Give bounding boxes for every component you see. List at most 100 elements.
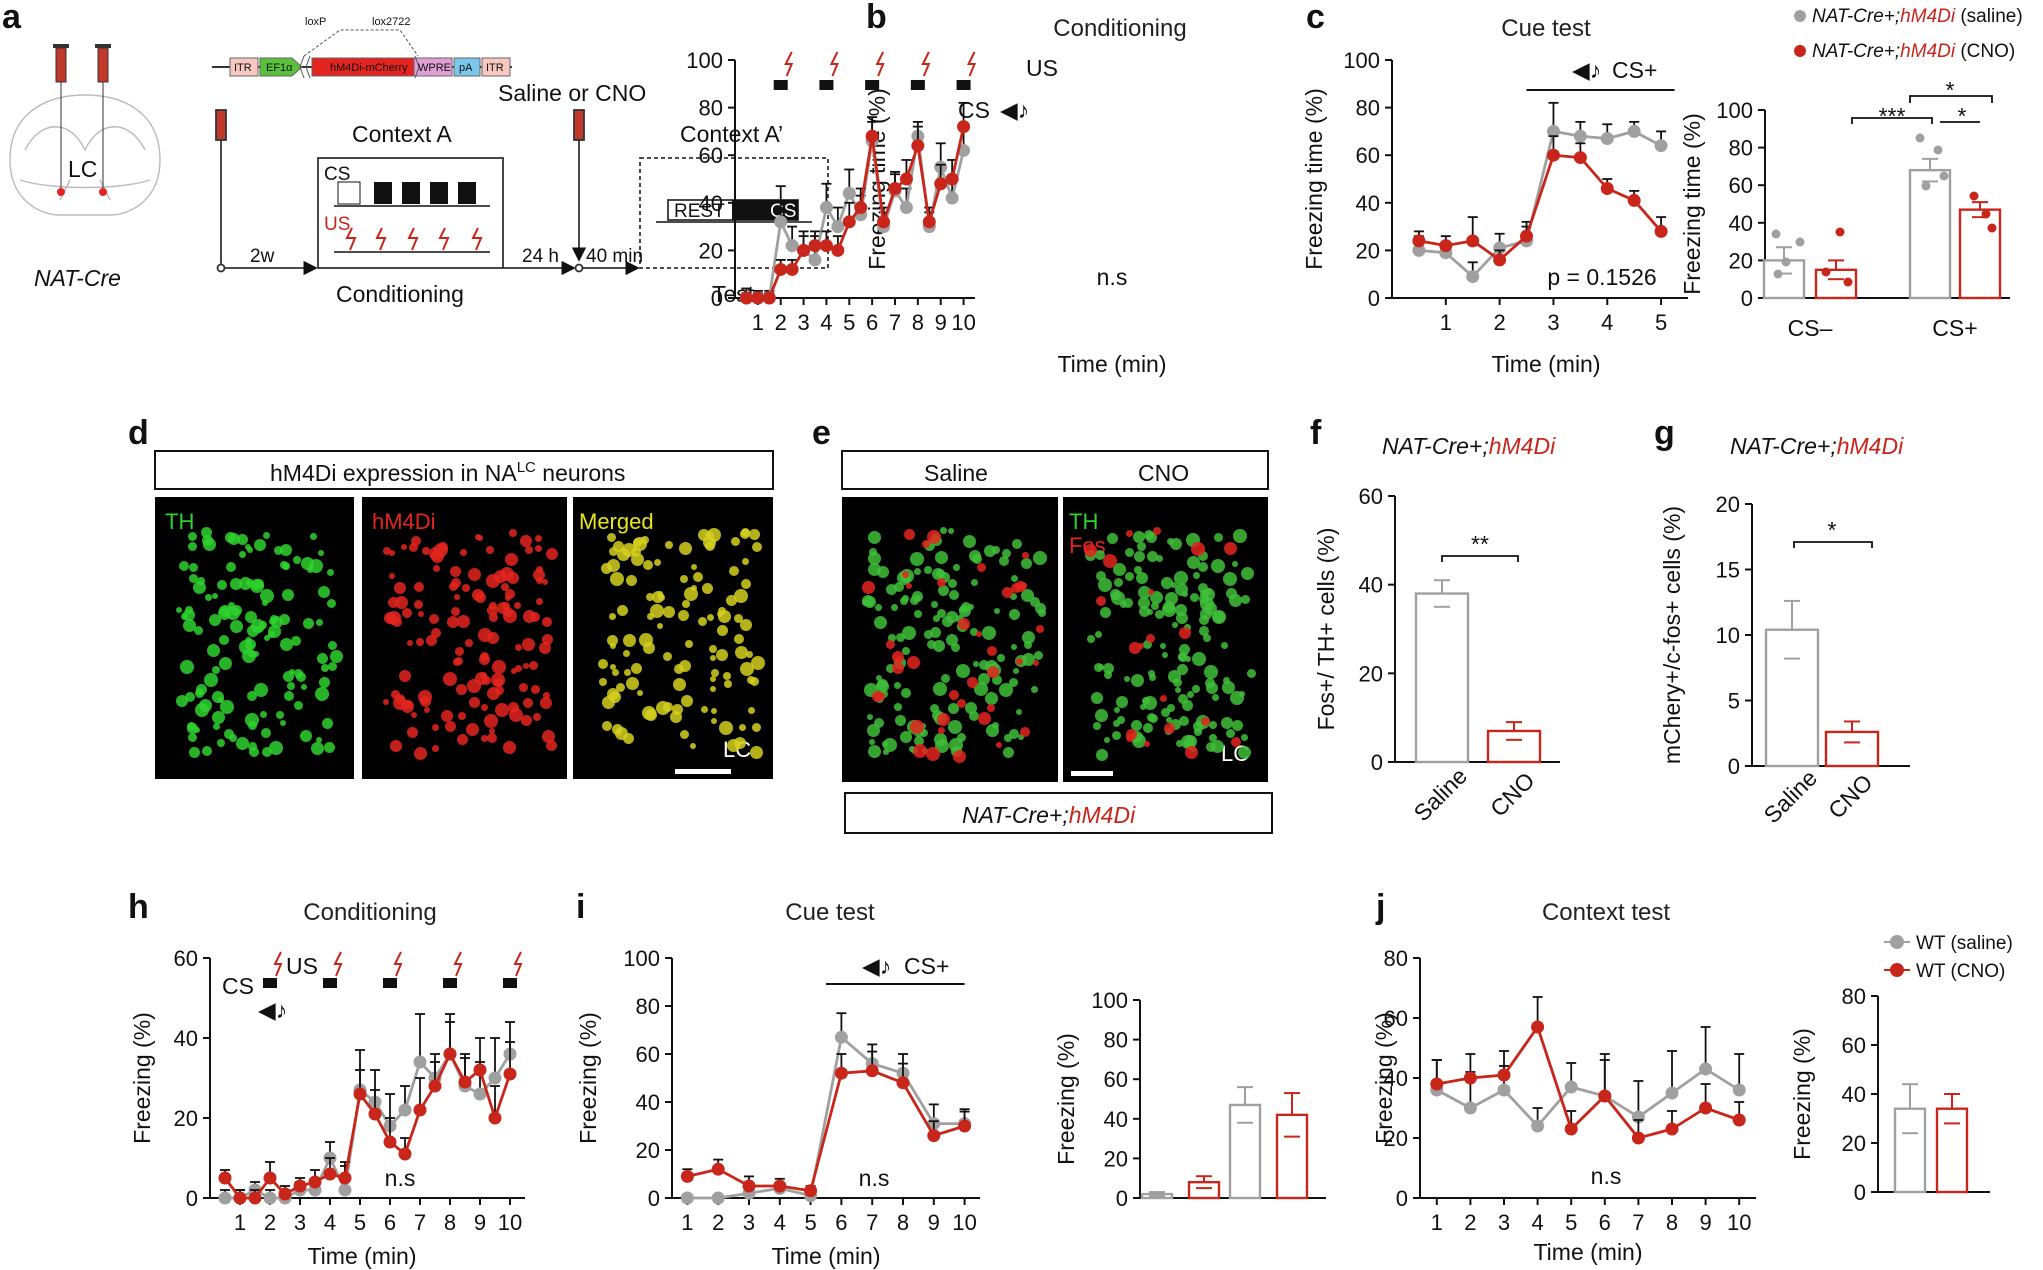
cell-blob xyxy=(891,661,904,674)
speaker-icon-i: ◀♪ xyxy=(862,953,891,979)
cell-blob xyxy=(1112,720,1120,728)
chart-title-b: Conditioning xyxy=(1053,15,1186,42)
cell-blob xyxy=(486,733,497,744)
cell-blob xyxy=(940,673,950,683)
cell-blob xyxy=(275,711,284,720)
cell-blob xyxy=(1191,541,1206,556)
cell-blob xyxy=(1086,634,1095,643)
cell-blob xyxy=(985,691,999,705)
cell-blob xyxy=(1123,676,1130,683)
cell-blob xyxy=(515,644,523,652)
cell-blob xyxy=(515,665,523,673)
cell-blob xyxy=(542,616,553,627)
cell-blob xyxy=(739,661,754,676)
context-a2-label: Context A’ xyxy=(680,121,783,147)
cell-blob xyxy=(486,546,495,555)
data-point-i-1 xyxy=(896,1076,910,1090)
cell-blob xyxy=(966,676,978,688)
us-bolt-h xyxy=(333,951,343,977)
point-c-cno xyxy=(1821,267,1831,277)
cell-blob xyxy=(650,604,665,619)
cell-blob xyxy=(951,643,961,653)
cell-blob xyxy=(1125,572,1135,582)
y-tick-label-c-bar: 60 xyxy=(1729,173,1753,198)
cell-blob xyxy=(252,582,260,590)
cell-blob xyxy=(710,686,717,693)
annotation-h: n.s xyxy=(385,1165,416,1191)
y-tick-label-b: 100 xyxy=(686,48,723,73)
cell-blob xyxy=(868,563,882,577)
panel-letter-d: d xyxy=(128,414,149,452)
sig-label-g: * xyxy=(1828,517,1837,543)
y-tick-label-g: 0 xyxy=(1728,754,1740,779)
x-tick-label-c: 2 xyxy=(1494,310,1506,335)
cell-blob xyxy=(1221,717,1234,730)
sig-bracket-f xyxy=(1441,555,1519,562)
cell-blob xyxy=(321,664,330,673)
y-tick-label-c-bar: 0 xyxy=(1741,286,1753,311)
x-axis-label-j: Time (min) xyxy=(1533,1239,1642,1265)
cell-blob xyxy=(529,660,539,670)
cell-blob xyxy=(733,633,744,644)
cell-blob xyxy=(1205,742,1216,753)
data-point-i-1 xyxy=(742,1179,756,1193)
cell-blob xyxy=(1172,621,1179,628)
cell-blob xyxy=(254,625,262,633)
cell-blob xyxy=(457,734,469,746)
cell-blob xyxy=(623,650,631,658)
data-point-c-0 xyxy=(1573,129,1587,143)
cell-blob xyxy=(624,669,632,677)
cell-blob xyxy=(300,730,313,743)
data-point-c-0 xyxy=(1627,124,1641,138)
legend-wt-saline-label: WT (saline) xyxy=(1916,933,2013,954)
construct-pa: pA xyxy=(459,62,473,74)
cell-blob xyxy=(432,723,440,731)
cell-blob xyxy=(1010,643,1017,650)
cell-blob xyxy=(524,545,533,554)
cell-blob xyxy=(1223,542,1237,556)
cell-blob xyxy=(514,602,522,610)
cell-blob xyxy=(294,700,304,710)
cell-blob xyxy=(971,578,979,586)
cell-blob xyxy=(542,691,550,699)
data-point-b-1 xyxy=(774,262,788,276)
cell-blob xyxy=(280,637,294,651)
cell-blob xyxy=(611,669,619,677)
y-tick-label-j: 60 xyxy=(1384,1006,1408,1031)
cell-blob xyxy=(940,527,948,535)
cell-blob xyxy=(451,606,461,616)
cell-blob xyxy=(996,653,1005,662)
cell-blob xyxy=(459,549,467,557)
legend-saline-label: NAT-Cre+;hM4Di (saline) xyxy=(1812,6,2023,27)
cell-blob xyxy=(1175,582,1189,596)
cell-blob xyxy=(1186,555,1200,569)
cell-blob xyxy=(982,626,997,641)
data-point-b-1 xyxy=(842,215,856,229)
cell-blob xyxy=(906,656,920,670)
y-tick-label-j-bar: 40 xyxy=(1842,1082,1866,1107)
micrograph-cno: TH Fos LC xyxy=(1063,497,1268,782)
cell-blob xyxy=(748,528,760,540)
speaker-icon-b: ◀♪ xyxy=(1000,97,1029,123)
cell-blob xyxy=(211,711,225,725)
bar-i-0-1 xyxy=(1187,1180,1221,1200)
cell-blob xyxy=(750,745,764,759)
cell-blob xyxy=(1021,558,1033,570)
cell-blob xyxy=(291,636,302,647)
data-point-h-0 xyxy=(398,1103,412,1117)
cell-blob xyxy=(194,625,204,635)
data-point-c-1 xyxy=(1520,229,1534,243)
cell-blob xyxy=(406,640,413,647)
cell-blob xyxy=(194,726,201,733)
cell-blob xyxy=(1094,709,1108,723)
y-axis-label-c-bar: Freezing time (%) xyxy=(1679,113,1705,294)
x-tick-label-j: 5 xyxy=(1565,1210,1577,1235)
cell-blob xyxy=(487,687,501,701)
brain-section-drawing xyxy=(9,94,161,216)
cell-blob xyxy=(287,681,296,690)
cell-blob xyxy=(545,548,558,561)
cell-blob xyxy=(1150,591,1164,605)
cs-block-b xyxy=(819,80,834,90)
cell-blob xyxy=(237,534,249,546)
cell-blob xyxy=(888,634,897,643)
